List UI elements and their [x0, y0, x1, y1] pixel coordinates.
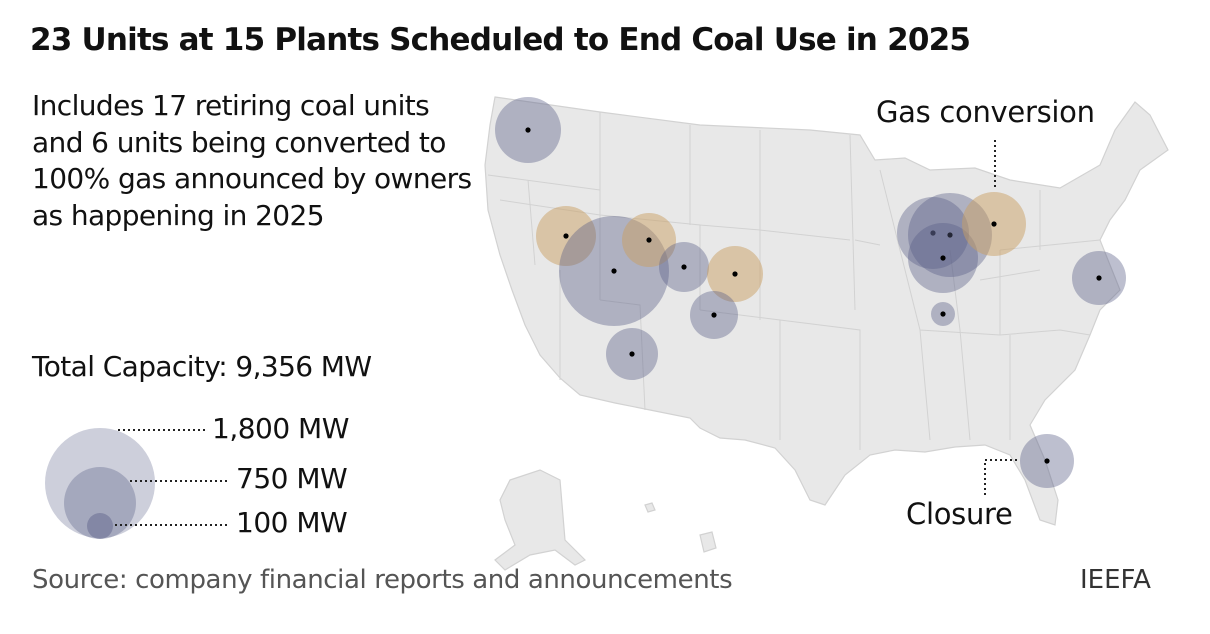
plant-location-dot: [940, 255, 946, 261]
legend-circles: [45, 428, 228, 539]
chart-title: 23 Units at 15 Plants Scheduled to End C…: [30, 22, 971, 58]
plant-location-dot: [1044, 458, 1050, 464]
plant-location-dot: [646, 237, 652, 243]
credit: IEEFA: [1080, 565, 1151, 595]
legend-circle-750: [64, 467, 136, 539]
plant-location-dot: [930, 230, 936, 236]
plant-location-dot: [1096, 275, 1102, 281]
plant-location-dot: [947, 232, 953, 238]
plant-location-dot: [991, 221, 997, 227]
plant-location-dot: [525, 127, 531, 133]
legend-label-100: 100 MW: [236, 506, 348, 539]
legend-label-1800: 1,800 MW: [212, 412, 349, 445]
gas-conversion-label: Gas conversion: [876, 95, 1095, 129]
source-note: Source: company financial reports and an…: [32, 565, 733, 595]
closure-leader: [984, 459, 1017, 497]
plant-location-dot: [732, 271, 738, 277]
plant-location-dot: [940, 311, 946, 317]
plant-location-dot: [711, 312, 717, 318]
hawaii: [644, 502, 717, 553]
subtitle: Includes 17 retiring coal units and 6 un…: [32, 89, 472, 232]
plant-bubbles: [495, 97, 1126, 488]
alaska: [494, 469, 587, 571]
legend-circle-1800: [45, 428, 155, 538]
plant-location-dot: [563, 233, 569, 239]
plant-location-dot: [611, 268, 617, 274]
plant-location-dot: [681, 264, 687, 270]
closure-label: Closure: [906, 497, 1013, 531]
plant-location-dot: [629, 351, 635, 357]
legend-label-750: 750 MW: [236, 462, 348, 495]
total-capacity: Total Capacity: 9,356 MW: [32, 350, 372, 383]
legend-circle-100: [87, 513, 113, 539]
land: [484, 96, 1169, 571]
